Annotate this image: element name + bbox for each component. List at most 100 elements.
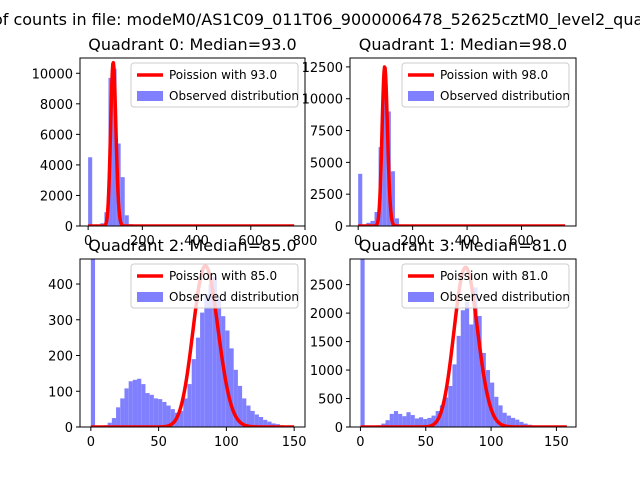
hist-bar	[107, 422, 112, 427]
y-tick-label: 1500	[310, 336, 343, 351]
legend-label-poisson: Poission with 85.0	[169, 269, 277, 283]
hist-bar	[394, 218, 400, 226]
hist-bar	[88, 157, 93, 226]
hist-bar	[120, 398, 125, 427]
legend-label-poisson: Poission with 93.0	[169, 68, 277, 82]
x-tick-label: 150	[282, 435, 307, 450]
axes-frame	[349, 258, 577, 428]
subplot-title: Quadrant 0: Median=93.0	[88, 35, 296, 54]
axes-frame	[79, 57, 306, 227]
legend-box	[130, 62, 299, 108]
x-tick-label: 400	[184, 234, 209, 249]
y-tick-label: 500	[318, 393, 343, 408]
hist-bar	[195, 337, 201, 427]
y-tick-label: 200	[48, 350, 73, 365]
x-tick-label: 0	[87, 435, 95, 450]
x-tick-label: 200	[400, 234, 425, 249]
hist-bar	[423, 419, 428, 427]
hist-bar	[418, 417, 424, 427]
x-tick-label: 600	[238, 234, 263, 249]
hist-bar	[128, 381, 133, 427]
x-tick-label: 150	[544, 435, 569, 450]
legend-label-poisson: Poission with 81.0	[440, 269, 548, 283]
hist-bar	[477, 315, 482, 427]
legend: Poission with 81.0 Observed distribution	[401, 263, 570, 309]
subplot-title: Quadrant 2: Median=85.0	[88, 236, 296, 255]
y-tick-label: 2500	[310, 279, 343, 294]
poisson-line	[356, 65, 567, 226]
hist-bar	[519, 421, 524, 427]
y-tick-label: 1000	[310, 364, 343, 379]
hist-bar	[137, 378, 142, 427]
hist-bar	[390, 171, 395, 226]
y-tick-label: 10000	[302, 93, 343, 108]
legend: Poission with 85.0 Observed distribution	[130, 263, 299, 309]
hist-bar	[456, 335, 461, 427]
hist-bar	[385, 420, 390, 427]
hist-bar	[191, 359, 196, 427]
legend-bar-swatch	[408, 292, 434, 302]
hist-bar	[444, 397, 449, 427]
hist-bar	[242, 398, 247, 427]
hist-bar	[179, 410, 184, 427]
legend: Poission with 93.0 Observed distribution	[130, 62, 299, 108]
hist-bar	[464, 301, 470, 427]
x-tick-label: 600	[509, 234, 534, 249]
hist-bar	[216, 298, 222, 427]
hist-bar	[510, 417, 516, 427]
y-tick-label: 2500	[310, 188, 343, 203]
legend-label-observed: Observed distribution	[169, 290, 299, 304]
hist-bar	[166, 405, 171, 427]
hist-bar	[120, 177, 125, 226]
hist-bar	[141, 384, 146, 427]
hist-bar	[183, 398, 188, 427]
y-tick-label: 2000	[40, 189, 73, 204]
hist-bar	[112, 68, 117, 226]
y-tick-label: 100	[48, 385, 73, 400]
hist-bar	[393, 411, 399, 427]
x-tick-label: 200	[130, 234, 155, 249]
hist-bar	[145, 393, 150, 427]
axes-frame	[79, 258, 306, 428]
hist-bar	[116, 407, 121, 427]
hist-bar	[389, 413, 394, 427]
legend-box	[401, 263, 570, 309]
hist-bar	[410, 415, 415, 427]
hist-bar	[237, 385, 243, 427]
hist-bar	[124, 388, 129, 427]
hist-bar	[452, 364, 457, 427]
hist-bar	[124, 215, 129, 226]
hist-bar	[370, 220, 375, 226]
legend: Poission with 98.0 Observed distribution	[401, 62, 570, 108]
hist-bar	[427, 417, 432, 427]
subplot-title: Quadrant 1: Median=98.0	[359, 35, 567, 54]
y-tick-label: 0	[65, 220, 73, 235]
plot-area	[86, 60, 296, 226]
hist-bar	[246, 405, 251, 427]
legend-bar-swatch	[408, 91, 434, 101]
hist-bar	[162, 401, 167, 427]
y-tick-label: 0	[65, 421, 73, 436]
y-tick-label: 300	[48, 314, 73, 329]
legend-bar-swatch	[137, 91, 163, 101]
x-tick-label: 0	[84, 234, 92, 249]
x-tick-label: 0	[356, 435, 364, 450]
hist-bar	[460, 310, 465, 427]
hist-bar	[431, 415, 436, 427]
hist-bar	[187, 384, 192, 427]
subplot-quadrant-0: 0 200 400 600 8000200040006000800010000Quadr…	[32, 35, 318, 249]
hist-bar	[402, 416, 407, 427]
legend-label-poisson: Poission with 98.0	[440, 68, 548, 82]
hist-bar	[358, 173, 363, 226]
x-tick-label: 50	[417, 435, 434, 450]
figure-suptitle: Histogram of counts in file: modeM0/AS1C…	[0, 10, 640, 30]
hist-bar	[398, 413, 403, 427]
hist-bar	[200, 312, 205, 427]
hist-bar	[111, 418, 117, 427]
hist-bar	[132, 379, 138, 427]
hist-bar	[229, 348, 234, 427]
hist-bar	[204, 294, 209, 427]
subplots: 0 200 400 600 8000200040006000800010000Quadr…	[32, 35, 577, 450]
x-tick-label: 100	[214, 435, 239, 450]
